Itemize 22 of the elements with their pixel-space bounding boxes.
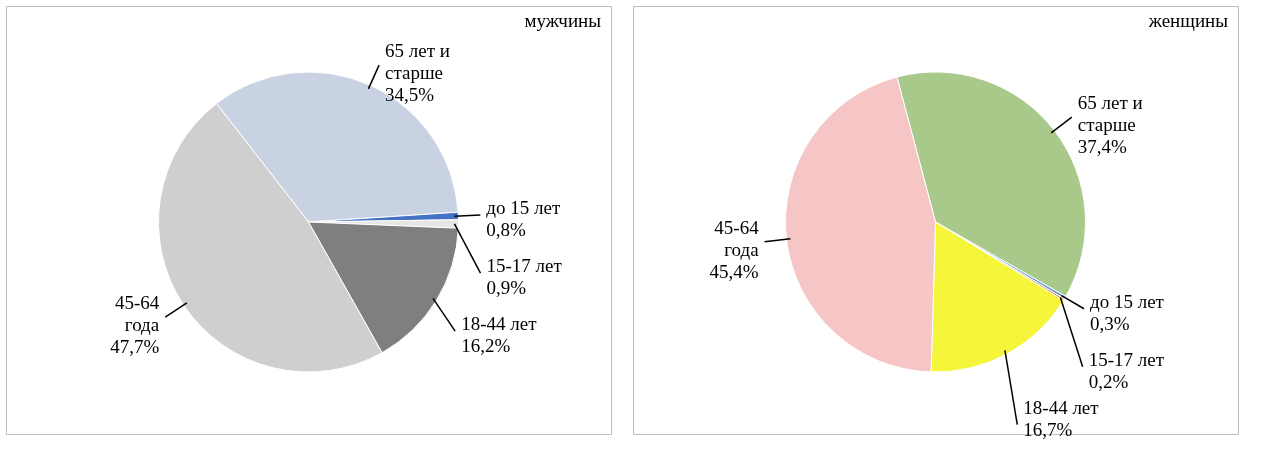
chart-title: женщины [1147,10,1229,31]
slice-label: 45-64 года [114,292,160,336]
slice-label: 65 лет и старше [385,40,450,84]
data-label: 47,7% [110,336,160,358]
data-label: 0,3% [1090,312,1130,334]
data-label: 0,2% [1088,370,1129,392]
data-label: 0,9% [486,277,527,299]
data-label: 45,4% [709,260,759,282]
data-label: 34,5% [385,84,435,106]
data-label: 0,8% [486,219,527,241]
slice-label: 15-17 лет [1088,348,1165,370]
data-label: 16,2% [461,335,511,357]
slice-label: до 15 лет [486,197,561,219]
slice-label: 15-17 лет [486,255,563,277]
chart-title: мужчины [524,10,602,31]
data-label: 16,7% [1023,419,1073,440]
slice-label: до 15 лет [1090,290,1165,312]
data-label: 37,4% [1077,136,1128,158]
slice-label: 65 лет и старше [1077,92,1143,136]
slice-label: 18-44 лет [461,313,538,335]
slice-label: 45-64 года [714,216,760,260]
slice-label: 18-44 лет [1023,397,1100,418]
